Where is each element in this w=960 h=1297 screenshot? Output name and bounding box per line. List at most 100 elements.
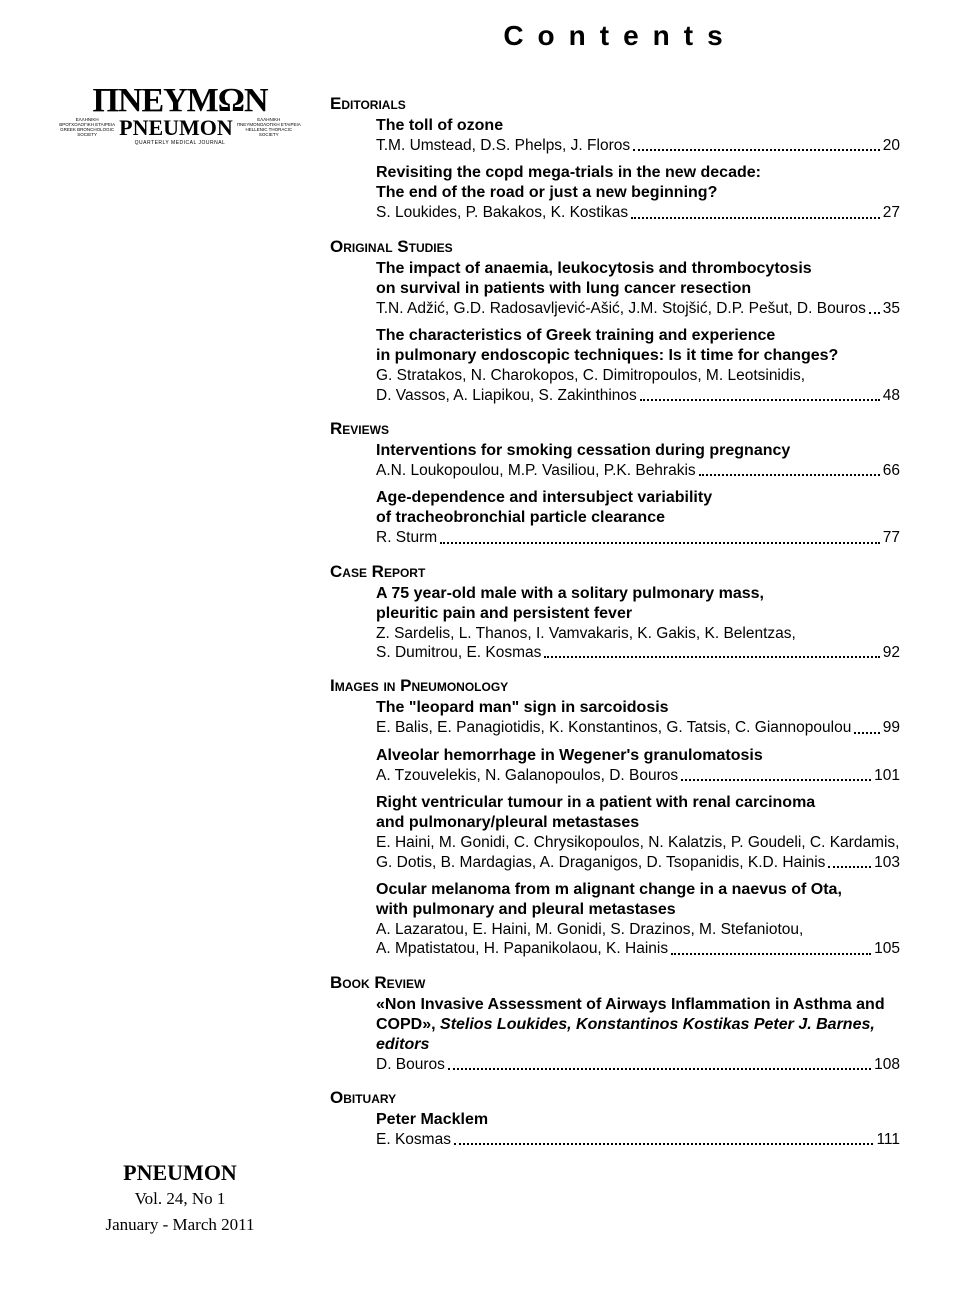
toc-entry: Right ventricular tumour in a patient wi…: [376, 793, 900, 872]
entry-page-number: 92: [883, 643, 900, 662]
entry-authors-line: T.N. Adžić, G.D. Radosavljević-Ašić, J.M…: [376, 299, 900, 318]
entry-authors: S. Dumitrou, E. Kosmas: [376, 643, 541, 662]
section-heading: Case Report: [330, 562, 900, 582]
entry-page-number: 20: [883, 136, 900, 155]
entry-authors-line: A.N. Loukopoulou, M.P. Vasiliou, P.K. Be…: [376, 461, 900, 480]
entry-title-line: The end of the road or just a new beginn…: [376, 183, 900, 203]
entry-authors: E. Balis, E. Panagiotidis, K. Konstantin…: [376, 718, 851, 737]
footer-journal-name: PNEUMON: [50, 1160, 310, 1186]
entry-authors-line: R. Sturm 77: [376, 528, 900, 547]
section-heading: Editorials: [330, 94, 900, 114]
toc-entry: Alveolar hemorrhage in Wegener's granulo…: [376, 746, 900, 785]
dot-leader: [671, 953, 871, 955]
entry-page-number: 99: [883, 718, 900, 737]
logo-bottom-label: QUARTERLY MEDICAL JOURNAL: [50, 140, 310, 146]
dot-leader: [544, 656, 879, 658]
dot-leader: [828, 866, 871, 868]
entry-authors-line: E. Haini, M. Gonidi, C. Chrysikopoulos, …: [376, 833, 900, 852]
dot-leader: [681, 779, 871, 781]
dot-leader: [640, 399, 880, 401]
toc-entry: Age-dependence and intersubject variabil…: [376, 488, 900, 547]
entry-authors: E. Kosmas: [376, 1130, 451, 1149]
entry-title-line: The impact of anaemia, leukocytosis and …: [376, 259, 900, 279]
entry-authors: A.N. Loukopoulou, M.P. Vasiliou, P.K. Be…: [376, 461, 696, 480]
entry-authors-line: S. Dumitrou, E. Kosmas 92: [376, 643, 900, 662]
entry-authors-line: E. Balis, E. Panagiotidis, K. Konstantin…: [376, 718, 900, 737]
entry-title-line: The "leopard man" sign in sarcoidosis: [376, 698, 900, 718]
entry-authors-line: Z. Sardelis, L. Thanos, I. Vamvakaris, K…: [376, 624, 900, 643]
toc-entry: The impact of anaemia, leukocytosis and …: [376, 259, 900, 318]
entry-title-line: The toll of ozone: [376, 116, 900, 136]
dot-leader: [448, 1068, 871, 1070]
dot-leader: [699, 474, 880, 476]
entry-page-number: 111: [876, 1130, 900, 1149]
entry-authors-line: D. Bouros 108: [376, 1055, 900, 1074]
logo-right-label: ΕΛΛΗΝΙΚΗ ΠΝΕΥΜΟΝΟΛΟΓΙΚΗ ΕΤΑΙΡΕΙΑ HELLENI…: [237, 118, 301, 138]
dot-leader: [631, 217, 880, 219]
entry-title-line: in pulmonary endoscopic techniques: Is i…: [376, 346, 900, 366]
entry-title-line: Right ventricular tumour in a patient wi…: [376, 793, 900, 813]
entry-authors-line: E. Kosmas 111: [376, 1130, 900, 1149]
entry-authors: R. Sturm: [376, 528, 437, 547]
entry-title-line: Ocular melanoma from m alignant change i…: [376, 880, 900, 900]
entry-page-number: 103: [874, 853, 900, 872]
dot-leader: [633, 149, 880, 151]
entry-page-number: 108: [874, 1055, 900, 1074]
entry-title-line: with pulmonary and pleural metastases: [376, 900, 900, 920]
entry-authors: D. Vassos, A. Liapikou, S. Zakinthinos: [376, 386, 637, 405]
entry-authors-line: D. Vassos, A. Liapikou, S. Zakinthinos48: [376, 386, 900, 405]
entry-title-line: Peter Macklem: [376, 1110, 900, 1130]
entry-title-line: «Non Invasive Assessment of Airways Infl…: [376, 995, 900, 1015]
entry-authors-line: G. Stratakos, N. Charokopos, C. Dimitrop…: [376, 366, 900, 385]
entry-authors-line: G. Dotis, B. Mardagias, A. Draganigos, D…: [376, 853, 900, 872]
issue-footer: PNEUMON Vol. 24, No 1 January - March 20…: [50, 1160, 310, 1237]
entry-page-number: 77: [883, 528, 900, 547]
page-title: Contents: [0, 0, 960, 64]
entry-authors: T.M. Umstead, D.S. Phelps, J. Floros: [376, 136, 630, 155]
journal-logo: ΠΝΕΥΜΩΝ ΕΛΛΗΝΙΚΗ ΒΡΟΓΧΟΛΟΓΙΚΗ ΕΤΑΙΡΕΙΑ G…: [50, 85, 310, 146]
entry-title-line: Alveolar hemorrhage in Wegener's granulo…: [376, 746, 900, 766]
entry-title-line: Revisiting the copd mega-trials in the n…: [376, 163, 900, 183]
entry-authors-line: S. Loukides, P. Bakakos, K. Kostikas 27: [376, 203, 900, 222]
entry-page-number: 101: [874, 766, 900, 785]
toc-entry: The toll of ozoneT.M. Umstead, D.S. Phel…: [376, 116, 900, 155]
entry-authors: A. Mpatistatou, H. Papanikolaou, K. Hain…: [376, 939, 668, 958]
entry-title-line: on survival in patients with lung cancer…: [376, 279, 900, 299]
entry-title-line: pleuritic pain and persistent fever: [376, 604, 900, 624]
toc-entry: Interventions for smoking cessation duri…: [376, 441, 900, 480]
contents-column: EditorialsThe toll of ozoneT.M. Umstead,…: [330, 80, 900, 1157]
toc-entry: «Non Invasive Assessment of Airways Infl…: [376, 995, 900, 1074]
dot-leader: [454, 1143, 873, 1145]
entry-title-line: and pulmonary/pleural metastases: [376, 813, 900, 833]
entry-title-line: The characteristics of Greek training an…: [376, 326, 900, 346]
logo-greek-title: ΠΝΕΥΜΩΝ: [50, 85, 310, 117]
footer-volume: Vol. 24, No 1: [50, 1186, 310, 1212]
toc-entry: The "leopard man" sign in sarcoidosisE. …: [376, 698, 900, 737]
toc-entry: Revisiting the copd mega-trials in the n…: [376, 163, 900, 222]
entry-authors: A. Tzouvelekis, N. Galanopoulos, D. Bour…: [376, 766, 678, 785]
toc-entry: A 75 year-old male with a solitary pulmo…: [376, 584, 900, 663]
entry-page-number: 66: [883, 461, 900, 480]
section-heading: Reviews: [330, 419, 900, 439]
entry-title-line: A 75 year-old male with a solitary pulmo…: [376, 584, 900, 604]
entry-page-number: 35: [883, 299, 900, 318]
section-heading: Book Review: [330, 973, 900, 993]
section-heading: Images in Pneumonology: [330, 676, 900, 696]
entry-title-line: of tracheobronchial particle clearance: [376, 508, 900, 528]
entry-authors: T.N. Adžić, G.D. Radosavljević-Ašić, J.M…: [376, 299, 866, 318]
section-heading: Obituary: [330, 1088, 900, 1108]
entry-authors-line: T.M. Umstead, D.S. Phelps, J. Floros 20: [376, 136, 900, 155]
entry-page-number: 105: [874, 939, 900, 958]
dot-leader: [869, 312, 880, 314]
entry-authors: D. Bouros: [376, 1055, 445, 1074]
entry-authors-line: A. Tzouvelekis, N. Galanopoulos, D. Bour…: [376, 766, 900, 785]
dot-leader: [440, 542, 880, 544]
entry-authors: G. Dotis, B. Mardagias, A. Draganigos, D…: [376, 853, 825, 872]
logo-latin-title: PNEUMON: [119, 115, 233, 141]
entry-authors-line: A. Mpatistatou, H. Papanikolaou, K. Hain…: [376, 939, 900, 958]
entry-authors-line: A. Lazaratou, E. Haini, M. Gonidi, S. Dr…: [376, 920, 900, 939]
entry-page-number: 27: [883, 203, 900, 222]
entry-title-line: Age-dependence and intersubject variabil…: [376, 488, 900, 508]
entry-authors: S. Loukides, P. Bakakos, K. Kostikas: [376, 203, 628, 222]
dot-leader: [854, 732, 879, 734]
